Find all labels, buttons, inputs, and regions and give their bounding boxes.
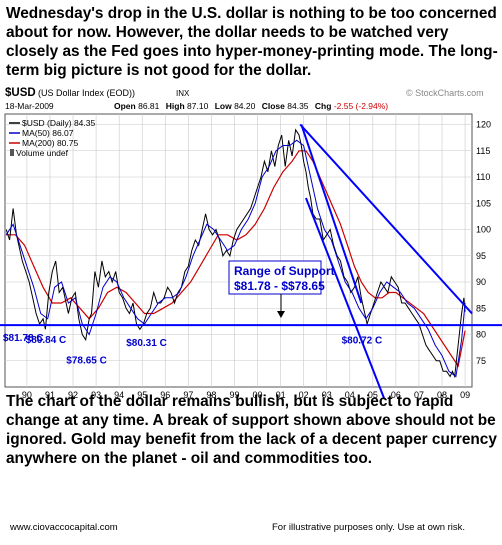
legend-price: $USD (Daily) 84.35	[22, 118, 95, 128]
range-values: $81.78 - $$78.65	[234, 279, 325, 293]
website-footer[interactable]: www.ciovaccocapital.com	[10, 522, 118, 533]
x-tick-label: 00	[253, 390, 263, 400]
low-label: $80.31 C	[126, 338, 167, 349]
y-tick-label: 105	[476, 198, 491, 208]
y-tick-label: 100	[476, 225, 491, 235]
x-tick-label: 03	[322, 390, 332, 400]
x-tick-label: 06	[391, 390, 401, 400]
x-tick-label: 01	[276, 390, 286, 400]
y-tick-label: 120	[476, 120, 491, 130]
low-label: $81.78 C	[3, 333, 44, 344]
x-tick-label: 07	[414, 390, 424, 400]
disclaimer-footer: For illustrative purposes only. Use at o…	[272, 522, 466, 533]
y-tick-label: 80	[476, 330, 486, 340]
y-axis: 75 80 85 90 95 100 105 110 115 120	[476, 120, 491, 366]
chart-description: (US Dollar Index (EOD))	[38, 88, 135, 98]
chart-exchange: INX	[176, 89, 190, 98]
chart-symbol: $USD	[5, 87, 36, 99]
y-tick-label: 95	[476, 251, 486, 261]
ohlc-readout: Open 86.81 High 87.10 Low 84.20 Close 84…	[114, 101, 388, 111]
y-tick-label: 110	[476, 172, 490, 182]
steep-downtrend-line	[300, 124, 363, 304]
price-line	[5, 128, 466, 379]
y-tick-label: 115	[476, 146, 490, 156]
range-of-support-box: Range of Support $81.78 - $$78.65	[228, 260, 335, 318]
x-tick-label: 99	[229, 390, 239, 400]
y-tick-label: 75	[476, 356, 486, 366]
x-tick-label: 04	[345, 390, 355, 400]
x-tick-label: 05	[368, 390, 378, 400]
steep-downtrend-line-2	[305, 197, 386, 400]
low-label: $78.65 C	[66, 356, 107, 367]
x-tick-label: 08	[437, 390, 447, 400]
legend-ma200: MA(200) 80.75	[22, 138, 78, 148]
x-tick-label: 91	[45, 390, 55, 400]
top-commentary: Wednesday's drop in the U.S. dollar is n…	[6, 5, 498, 79]
legend-volume: Volume undef	[16, 148, 69, 158]
x-tick-label: 02	[299, 390, 309, 400]
x-tick-label: 96	[160, 390, 170, 400]
legend: $USD (Daily) 84.35 MA(50) 86.07 MA(200) …	[9, 118, 95, 158]
legend-ma50: MA(50) 86.07	[22, 128, 74, 138]
x-tick-label: 97	[183, 390, 193, 400]
x-tick-label: 98	[206, 390, 216, 400]
range-title: Range of Support	[234, 264, 335, 278]
long-downtrend-line	[299, 123, 473, 315]
watermark: © StockCharts.com	[406, 88, 484, 98]
x-tick-label: 94	[114, 390, 124, 400]
x-tick-label: 90	[22, 390, 32, 400]
usd-chart: $USD (US Dollar Index (EOD)) INX © Stock…	[0, 87, 502, 400]
chart-date: 18-Mar-2009	[5, 101, 54, 111]
low-label: $80.84 C	[26, 335, 67, 346]
low-label: $80.72 C	[342, 336, 383, 347]
bottom-commentary: The chart of the dollar remains bullish,…	[6, 393, 497, 467]
y-tick-label: 85	[476, 303, 486, 313]
plot-area	[4, 113, 473, 388]
low-labels: $81.78 C$80.84 C $78.65 C $80.31 C $80.72 C	[3, 333, 382, 366]
x-tick-label: 95	[137, 390, 147, 400]
x-tick-label: 92	[68, 390, 78, 400]
x-axis: 90 91 92 93 94 95 96 97 98 99 00 01 02 03 04 05 06 07 08 09	[22, 390, 470, 400]
x-tick-label: 09	[460, 390, 470, 400]
x-tick-label: 93	[91, 390, 101, 400]
y-tick-label: 90	[476, 277, 486, 287]
